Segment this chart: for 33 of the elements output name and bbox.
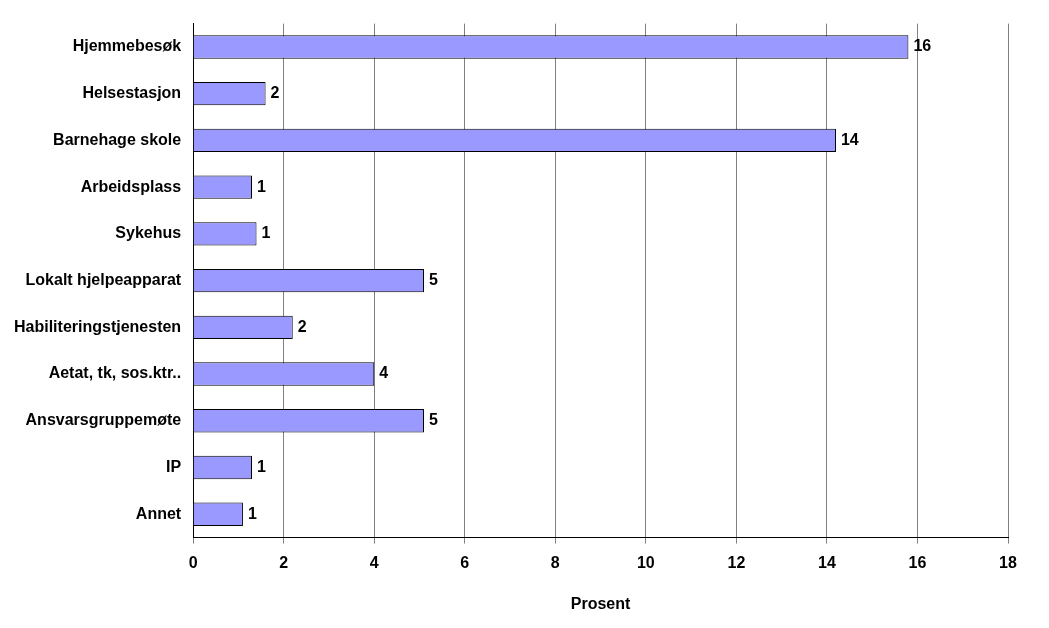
x-tick-label: 18 [999, 553, 1017, 571]
x-tick-label: 12 [727, 553, 746, 571]
y-tick-label: IP [166, 457, 182, 475]
y-tick-label: Annet [135, 504, 182, 522]
y-tick-label: Lokalt hjelpeapparat [25, 271, 182, 289]
y-tick-label: Sykehus [115, 224, 182, 242]
data-label: 2 [297, 317, 307, 335]
x-axis-title: Prosent [570, 594, 632, 612]
y-tick-label: Barnehage skole [53, 130, 182, 148]
data-label: 5 [429, 271, 439, 289]
x-tick-label: 4 [369, 553, 379, 571]
y-tick-label: Habiliteringstjenesten [13, 317, 182, 335]
data-label: 1 [247, 504, 257, 522]
data-label: 2 [270, 84, 280, 102]
y-tick-label: Arbeidsplass [80, 177, 182, 195]
data-label: 5 [429, 411, 439, 429]
x-tick-label: 8 [550, 553, 560, 571]
data-label: 14 [840, 130, 859, 148]
y-tick-label: Hjemmebesøk [72, 37, 182, 55]
x-tick-label: 14 [818, 553, 836, 571]
x-tick-label: 2 [279, 553, 289, 571]
data-label: 4 [379, 364, 389, 382]
x-tick-label: 10 [636, 553, 655, 571]
data-label: 1 [261, 224, 271, 242]
x-tick-label: 16 [908, 553, 927, 571]
x-tick-label: 0 [188, 553, 198, 571]
y-tick-label: Aetat, tk, sos.ktr.. [48, 364, 182, 382]
data-label: 1 [257, 457, 266, 475]
y-tick-label: Helsestasjon [82, 84, 182, 102]
y-tick-label: Ansvarsgruppemøte [25, 411, 182, 429]
x-tick-label: 6 [460, 553, 470, 571]
data-label: 1 [257, 177, 266, 195]
data-label: 16 [913, 37, 932, 55]
